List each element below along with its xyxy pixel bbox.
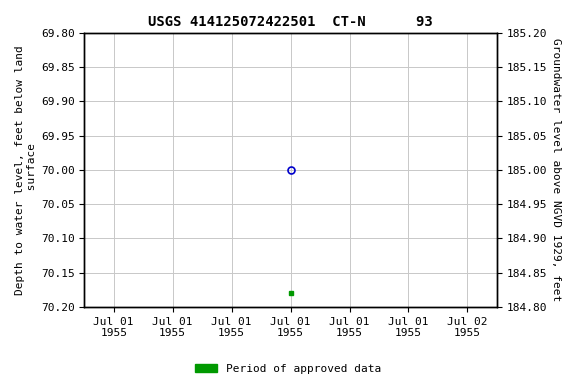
Y-axis label: Depth to water level, feet below land
 surface: Depth to water level, feet below land su…	[15, 45, 37, 295]
Y-axis label: Groundwater level above NGVD 1929, feet: Groundwater level above NGVD 1929, feet	[551, 38, 561, 301]
Title: USGS 414125072422501  CT-N      93: USGS 414125072422501 CT-N 93	[148, 15, 433, 29]
Legend: Period of approved data: Period of approved data	[191, 359, 385, 379]
